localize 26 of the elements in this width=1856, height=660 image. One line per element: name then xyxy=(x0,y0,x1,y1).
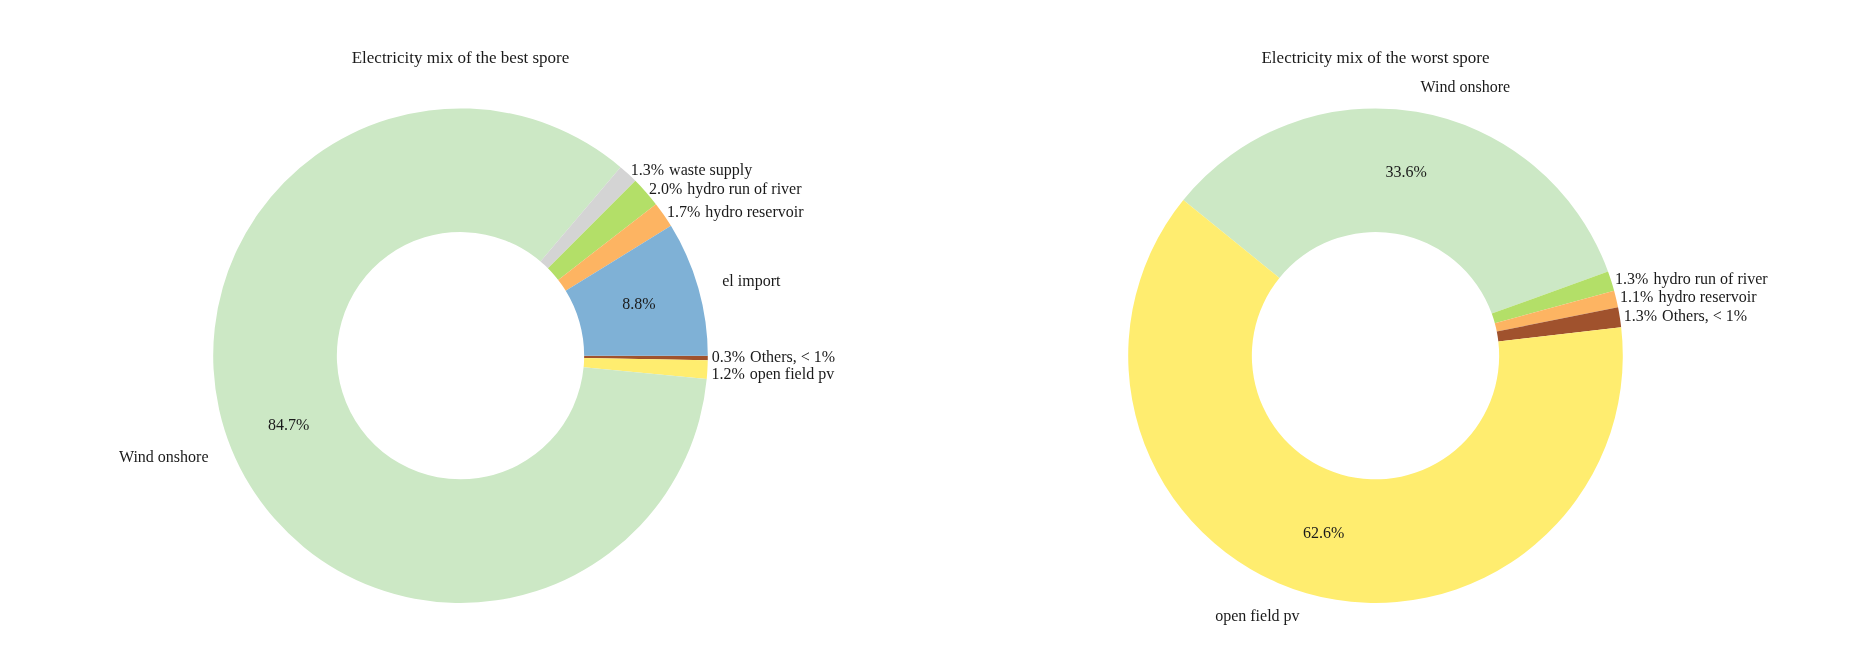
data-label: 1.3% xyxy=(1615,270,1649,288)
slice-label: hydro run of river xyxy=(1653,270,1769,289)
slice-label: open field pv xyxy=(1215,607,1300,626)
slice-label: open field pv xyxy=(749,365,835,384)
slice-label: Wind onshore xyxy=(118,448,209,466)
chart-title: Electricity mix of the best spore xyxy=(351,47,570,67)
slice-label: Wind onshore xyxy=(1420,77,1511,95)
slice-label: waste supply xyxy=(669,161,753,180)
data-label: 8.8% xyxy=(622,295,656,313)
data-label: 1.1% xyxy=(1620,288,1654,306)
slice-label: hydro reservoir xyxy=(1658,288,1758,307)
data-label: 1.7% xyxy=(667,202,701,220)
slice-label: hydro run of river xyxy=(687,179,803,198)
data-label: 84.7% xyxy=(268,415,310,433)
slice-label: el import xyxy=(722,271,781,290)
data-label: 0.3% xyxy=(711,348,746,366)
data-label: 33.6% xyxy=(1385,162,1427,180)
data-label: 62.6% xyxy=(1303,524,1345,542)
slice-label: hydro reservoir xyxy=(705,202,805,221)
slice-label: Others, < 1% xyxy=(1662,306,1748,324)
data-label: 1.3% xyxy=(630,161,665,179)
chart-title: Electricity mix of the worst spore xyxy=(1261,47,1490,67)
data-label: 2.0% xyxy=(649,179,683,197)
slice-label: Others, < 1% xyxy=(750,348,836,366)
data-label: 1.3% xyxy=(1623,306,1658,324)
data-label: 1.2% xyxy=(711,365,745,383)
